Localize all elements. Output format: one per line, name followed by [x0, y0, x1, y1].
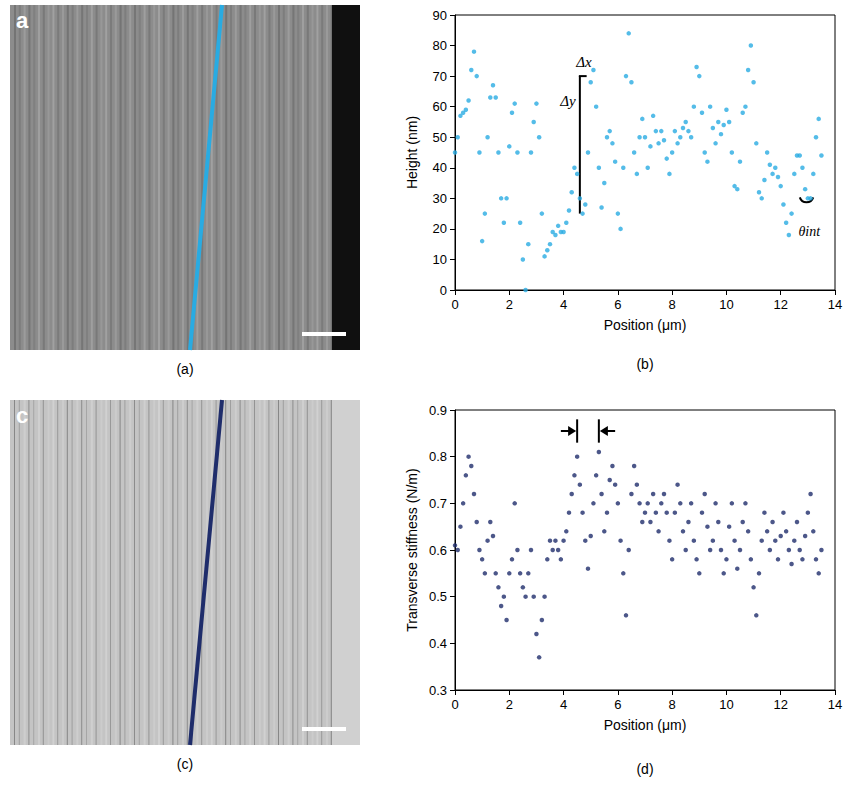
- svg-text:14: 14: [828, 297, 842, 312]
- svg-text:a: a: [16, 8, 29, 33]
- svg-text:(a): (a): [176, 361, 193, 377]
- svg-text:8: 8: [669, 297, 676, 312]
- svg-text:2: 2: [506, 297, 513, 312]
- svg-text:0.5: 0.5: [429, 589, 447, 604]
- svg-text:10: 10: [433, 252, 447, 267]
- svg-text:6: 6: [614, 697, 621, 712]
- svg-text:12: 12: [773, 697, 787, 712]
- svg-text:12: 12: [773, 297, 787, 312]
- svg-text:Position (μm): Position (μm): [604, 317, 687, 333]
- svg-text:10: 10: [719, 697, 733, 712]
- svg-text:0.3: 0.3: [429, 683, 447, 698]
- svg-text:θint: θint: [798, 224, 821, 239]
- svg-text:40: 40: [433, 160, 447, 175]
- svg-text:60: 60: [433, 99, 447, 114]
- svg-text:8: 8: [669, 697, 676, 712]
- svg-text:0.7: 0.7: [429, 496, 447, 511]
- svg-text:6: 6: [614, 297, 621, 312]
- svg-text:80: 80: [433, 38, 447, 53]
- svg-text:(b): (b): [636, 356, 653, 372]
- svg-text:0.6: 0.6: [429, 543, 447, 558]
- svg-text:50: 50: [433, 130, 447, 145]
- svg-text:Δx: Δx: [575, 54, 592, 70]
- svg-text:0.4: 0.4: [429, 636, 447, 651]
- svg-text:Position (μm): Position (μm): [604, 717, 687, 733]
- svg-text:10: 10: [719, 297, 733, 312]
- svg-text:0: 0: [451, 297, 458, 312]
- svg-text:70: 70: [433, 69, 447, 84]
- svg-text:2: 2: [506, 697, 513, 712]
- svg-text:20: 20: [433, 221, 447, 236]
- svg-text:0.9: 0.9: [429, 403, 447, 418]
- svg-text:4: 4: [560, 697, 567, 712]
- svg-text:4: 4: [560, 297, 567, 312]
- svg-text:0: 0: [451, 697, 458, 712]
- svg-text:0: 0: [440, 283, 447, 298]
- svg-text:0.8: 0.8: [429, 449, 447, 464]
- svg-text:14: 14: [828, 697, 842, 712]
- svg-text:30: 30: [433, 191, 447, 206]
- svg-text:90: 90: [433, 8, 447, 23]
- svg-text:Δy: Δy: [559, 93, 576, 109]
- svg-text:(d): (d): [636, 761, 653, 777]
- svg-text:c: c: [16, 403, 28, 428]
- svg-text:Transverse stiffness (N/m): Transverse stiffness (N/m): [404, 468, 420, 631]
- svg-text:(c): (c): [177, 756, 193, 772]
- svg-text:Height (nm): Height (nm): [404, 116, 420, 189]
